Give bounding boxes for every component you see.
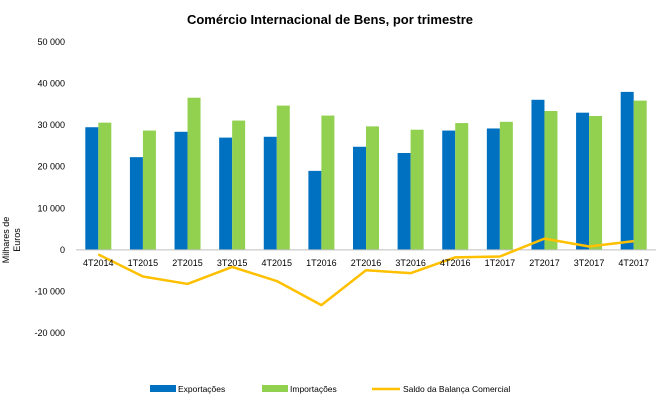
bar-exportacoes <box>486 128 500 250</box>
y-axis-label-line: Milhares de <box>1 217 11 264</box>
bar-exportacoes <box>531 99 545 250</box>
bar-importacoes <box>633 100 647 250</box>
bar-exportacoes <box>263 136 277 250</box>
x-tick-label: 3T2017 <box>574 258 605 268</box>
line-series <box>97 237 634 307</box>
legend-label: Saldo da Balança Comercial <box>403 384 510 394</box>
bar-exportacoes <box>174 131 188 250</box>
x-tick-label: 1T2016 <box>306 258 337 268</box>
y-tick-label: -20 000 <box>34 328 65 338</box>
chart-title: Comércio Internacional de Bens, por trim… <box>187 12 473 27</box>
legend: Exportações Importações Saldo da Balança C… <box>150 384 510 394</box>
bar-importacoes <box>455 123 469 250</box>
x-tick-label: 2T2017 <box>529 258 560 268</box>
bar-importacoes <box>499 121 513 250</box>
y-tick-label: 50 000 <box>37 37 65 47</box>
bar-importacoes <box>366 126 379 250</box>
x-tick-label: 1T2015 <box>128 258 159 268</box>
x-tick-label: 1T2017 <box>485 258 516 268</box>
legend-label: Importações <box>290 384 337 394</box>
legend-swatch <box>150 385 176 392</box>
bar-importacoes <box>544 111 558 250</box>
x-tick-label: 3T2015 <box>217 258 248 268</box>
x-tick-label: 4T2014 <box>83 258 114 268</box>
bar-importacoes <box>410 129 424 250</box>
y-axis-label-line: Euros <box>12 228 22 252</box>
bar-importacoes <box>142 130 156 250</box>
bar-exportacoes <box>576 112 590 250</box>
bar-importacoes <box>232 120 246 250</box>
y-axis: -20 000 -10 000 0 10 000 20 000 30 000 40 000 5… <box>34 37 65 338</box>
bar-exportacoes <box>353 146 366 250</box>
bar-importacoes <box>98 122 112 250</box>
y-axis-title: Milhares deEuros <box>1 217 22 264</box>
bar-importacoes <box>589 115 603 250</box>
x-tick-label: 4T2016 <box>440 258 471 268</box>
bar-exportacoes <box>397 152 411 250</box>
bar-importacoes <box>276 105 290 250</box>
bar-exportacoes <box>620 91 634 250</box>
x-tick-label: 2T2016 <box>351 258 382 268</box>
x-tick-label: 4T2015 <box>262 258 293 268</box>
y-tick-label: -10 000 <box>34 286 65 296</box>
x-tick-label: 4T2017 <box>618 258 649 268</box>
bar-importacoes <box>321 115 335 250</box>
bar-importacoes <box>187 97 201 250</box>
bars <box>85 91 647 250</box>
y-tick-label: 30 000 <box>37 120 65 130</box>
legend-label: Exportações <box>178 384 225 394</box>
y-tick-label: 40 000 <box>37 79 65 89</box>
bar-exportacoes <box>308 170 322 250</box>
bar-exportacoes <box>442 130 456 250</box>
x-tick-label: 2T2015 <box>172 258 203 268</box>
y-tick-label: 20 000 <box>37 162 65 172</box>
bar-exportacoes <box>85 127 99 250</box>
bar-exportacoes <box>129 157 143 250</box>
y-axis-label: Milhares deEuros <box>1 217 22 264</box>
y-tick-label: 0 <box>60 245 65 255</box>
y-tick-label: 10 000 <box>37 203 65 213</box>
x-tick-label: 3T2016 <box>395 258 426 268</box>
legend-swatch <box>262 385 288 392</box>
x-axis: 4T2014 1T2015 2T2015 3T2015 4T2015 1T2016 2T20… <box>83 258 649 268</box>
bar-exportacoes <box>219 137 233 250</box>
